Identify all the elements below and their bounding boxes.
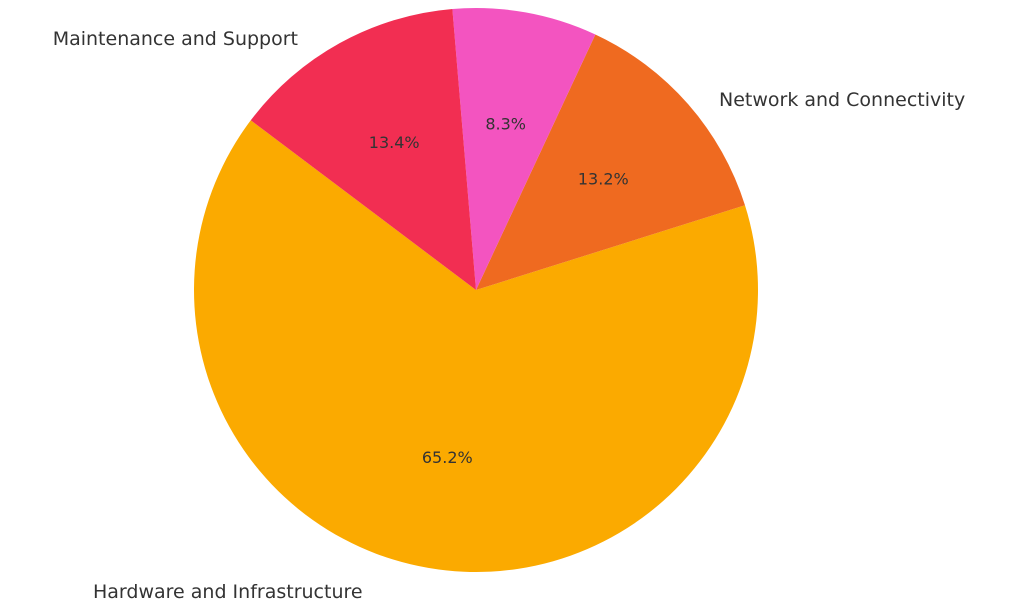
pie-slice-hardware-and-infrastructure xyxy=(193,120,758,572)
percent-label: 13.2% xyxy=(578,170,629,189)
pie-slice-network-and-connectivity xyxy=(476,34,745,291)
percent-labels: 65.2% 13.2% 8.3% 13.4% xyxy=(369,114,629,466)
pie-slice-maintenance-and-support xyxy=(452,7,596,291)
percent-label: 65.2% xyxy=(422,448,473,467)
pie-slices xyxy=(193,7,758,572)
category-label: Maintenance and Support xyxy=(53,28,298,50)
category-label: Hardware and Infrastructure xyxy=(93,581,363,603)
category-label: Network and Connectivity xyxy=(719,89,965,111)
percent-label: 8.3% xyxy=(485,114,526,133)
pie-slice-software-and-applications xyxy=(250,8,476,291)
category-labels: Hardware and Infrastructure Network and C… xyxy=(53,28,966,603)
percent-label: 13.4% xyxy=(369,133,420,152)
